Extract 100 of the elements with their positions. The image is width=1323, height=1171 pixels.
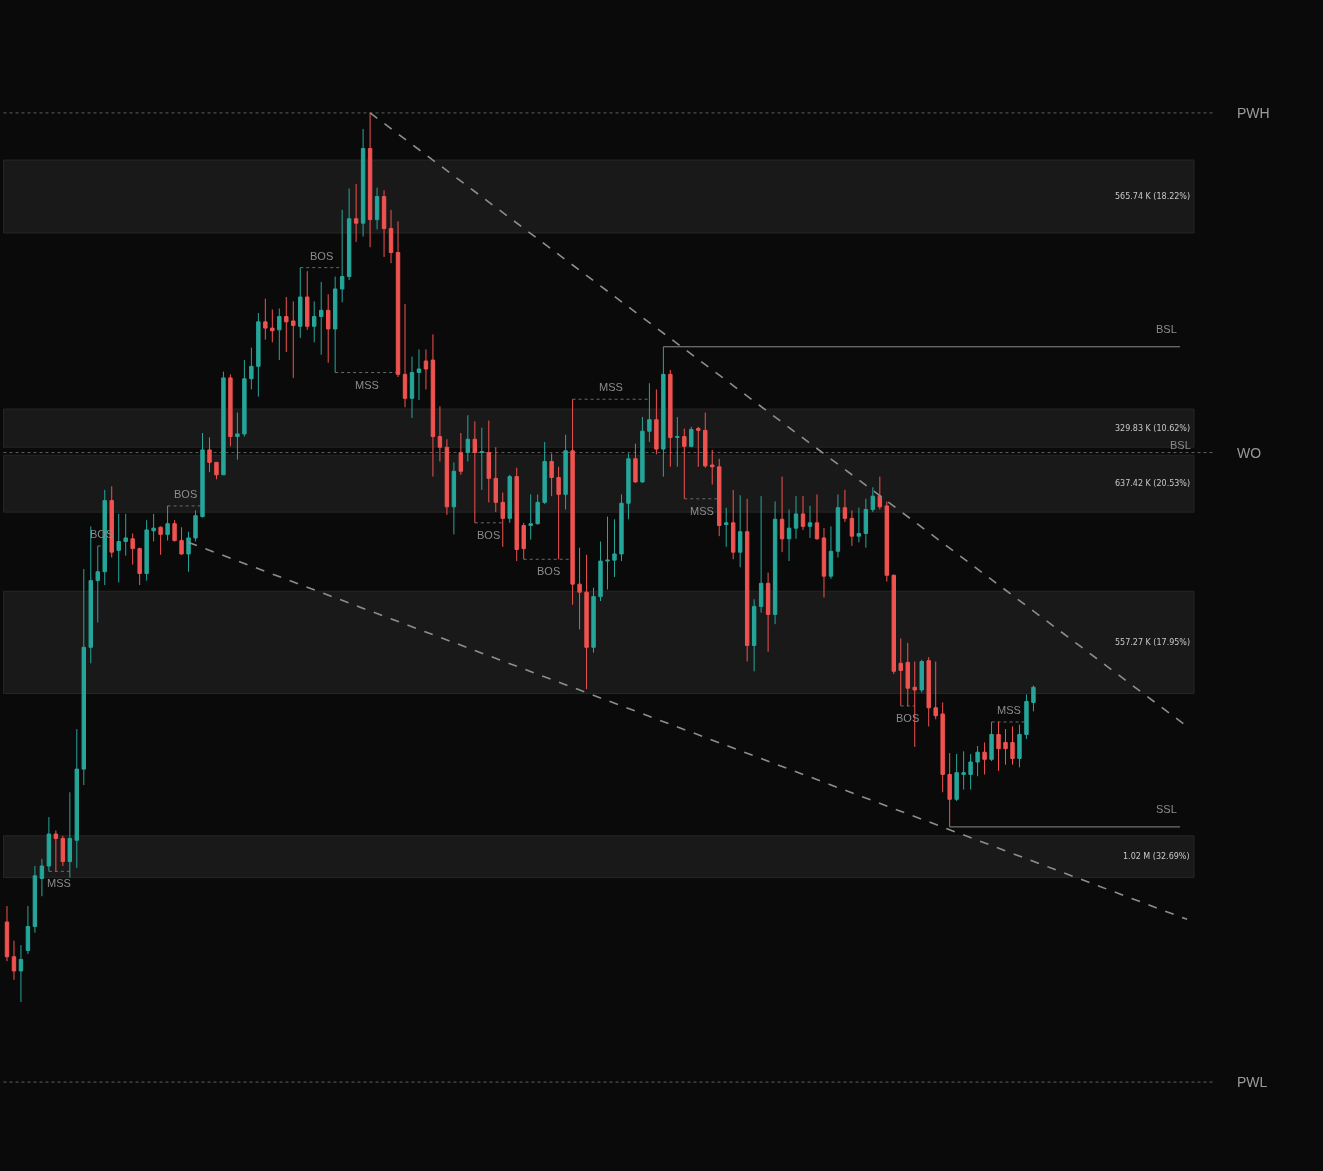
candlestick <box>870 486 876 513</box>
candlestick <box>814 493 820 541</box>
ref-line-label: MSS <box>997 704 1021 716</box>
candlestick <box>179 526 184 556</box>
candlestick <box>151 513 156 542</box>
candlestick <box>919 659 924 694</box>
candlestick <box>277 308 282 361</box>
candlestick <box>982 741 987 775</box>
candlestick <box>472 420 478 524</box>
candlestick <box>786 508 792 562</box>
candlestick <box>779 476 785 553</box>
candlestick <box>800 495 806 531</box>
candlestick <box>926 656 931 727</box>
candlestick <box>682 428 687 500</box>
candlestick <box>514 467 519 562</box>
candlestick <box>640 416 645 484</box>
candlestick <box>856 507 862 543</box>
candlestick <box>570 398 575 606</box>
candlestick <box>193 509 198 542</box>
candlestick <box>758 495 764 614</box>
candlestick <box>1024 693 1029 740</box>
candlestick <box>535 493 540 526</box>
candlestick <box>74 728 80 869</box>
candlestick <box>451 461 457 535</box>
candlestick <box>158 525 163 556</box>
candlestick <box>633 443 638 484</box>
candlestick <box>298 267 303 339</box>
candlestick <box>18 944 24 1003</box>
candlestick <box>891 573 896 675</box>
candlestick <box>717 458 722 537</box>
candlestick <box>270 308 275 343</box>
candlestick <box>172 519 177 542</box>
candlestick <box>961 750 966 791</box>
candlestick <box>67 791 73 879</box>
candlestick <box>235 412 240 461</box>
candlestick <box>39 858 45 897</box>
ref-line-label: MSS <box>355 379 379 391</box>
candlestick <box>1017 724 1022 768</box>
candlestick <box>444 438 450 516</box>
candlestick <box>765 572 771 653</box>
candlestick <box>842 489 848 523</box>
ref-line-label: BSL <box>1156 323 1177 335</box>
candlestick <box>772 500 778 625</box>
candlestick <box>256 312 261 398</box>
candlestick <box>696 426 701 468</box>
candlestick <box>284 296 289 353</box>
candlestick <box>626 452 631 520</box>
candlestick <box>95 545 100 623</box>
candlestick <box>807 505 813 539</box>
candlestick <box>1003 728 1008 766</box>
candlestick <box>165 505 170 542</box>
candlestick <box>577 547 582 631</box>
candlestick <box>591 587 596 654</box>
candlestick <box>332 276 338 374</box>
band-label: 637.42 K (20.53%) <box>1115 479 1191 488</box>
candlestick <box>214 461 219 480</box>
candlestick <box>849 509 855 547</box>
candlestick <box>1031 685 1036 712</box>
candlestick <box>263 298 268 341</box>
candlestick <box>821 527 827 598</box>
candlestick <box>989 721 994 762</box>
candlestick <box>305 270 310 331</box>
candlestick <box>458 432 464 476</box>
candlestick <box>507 474 512 524</box>
candlestick <box>898 637 903 707</box>
candlestick <box>528 493 533 541</box>
candlestick <box>32 865 38 934</box>
candlestick <box>619 493 624 562</box>
ref-line-label: MSS <box>47 877 71 889</box>
candlestick <box>654 388 659 455</box>
candlestick <box>416 348 422 401</box>
candlestick <box>11 940 17 981</box>
candlestick <box>612 518 617 578</box>
ref-line-label: BOS <box>310 250 334 262</box>
candlestick <box>123 513 128 557</box>
candlestick <box>542 441 547 505</box>
candlestick <box>137 547 142 586</box>
candlestick <box>486 420 491 503</box>
candlestick <box>884 500 890 582</box>
candlestick <box>828 525 834 580</box>
ref-line-label: BOS <box>537 565 561 577</box>
candlestick <box>710 449 715 486</box>
candlestick <box>291 300 296 379</box>
candlestick <box>339 209 345 303</box>
candlestick <box>954 753 959 802</box>
candlestick <box>668 369 673 468</box>
candlestick <box>1010 725 1015 766</box>
candlestick <box>325 293 331 364</box>
candlestick <box>395 220 401 378</box>
ref-line-label: BOS <box>174 488 198 500</box>
candlestick <box>242 359 247 438</box>
band-label: 565.74 K (18.22%) <box>1115 192 1191 201</box>
candlestick <box>584 554 589 690</box>
candlestick <box>689 426 694 448</box>
band-label: 557.27 K (17.95%) <box>1115 638 1191 647</box>
candlestick <box>116 513 121 583</box>
candlestick <box>25 905 31 955</box>
candlestick <box>724 507 729 548</box>
candlestick <box>647 382 652 443</box>
candlestick <box>312 300 317 343</box>
